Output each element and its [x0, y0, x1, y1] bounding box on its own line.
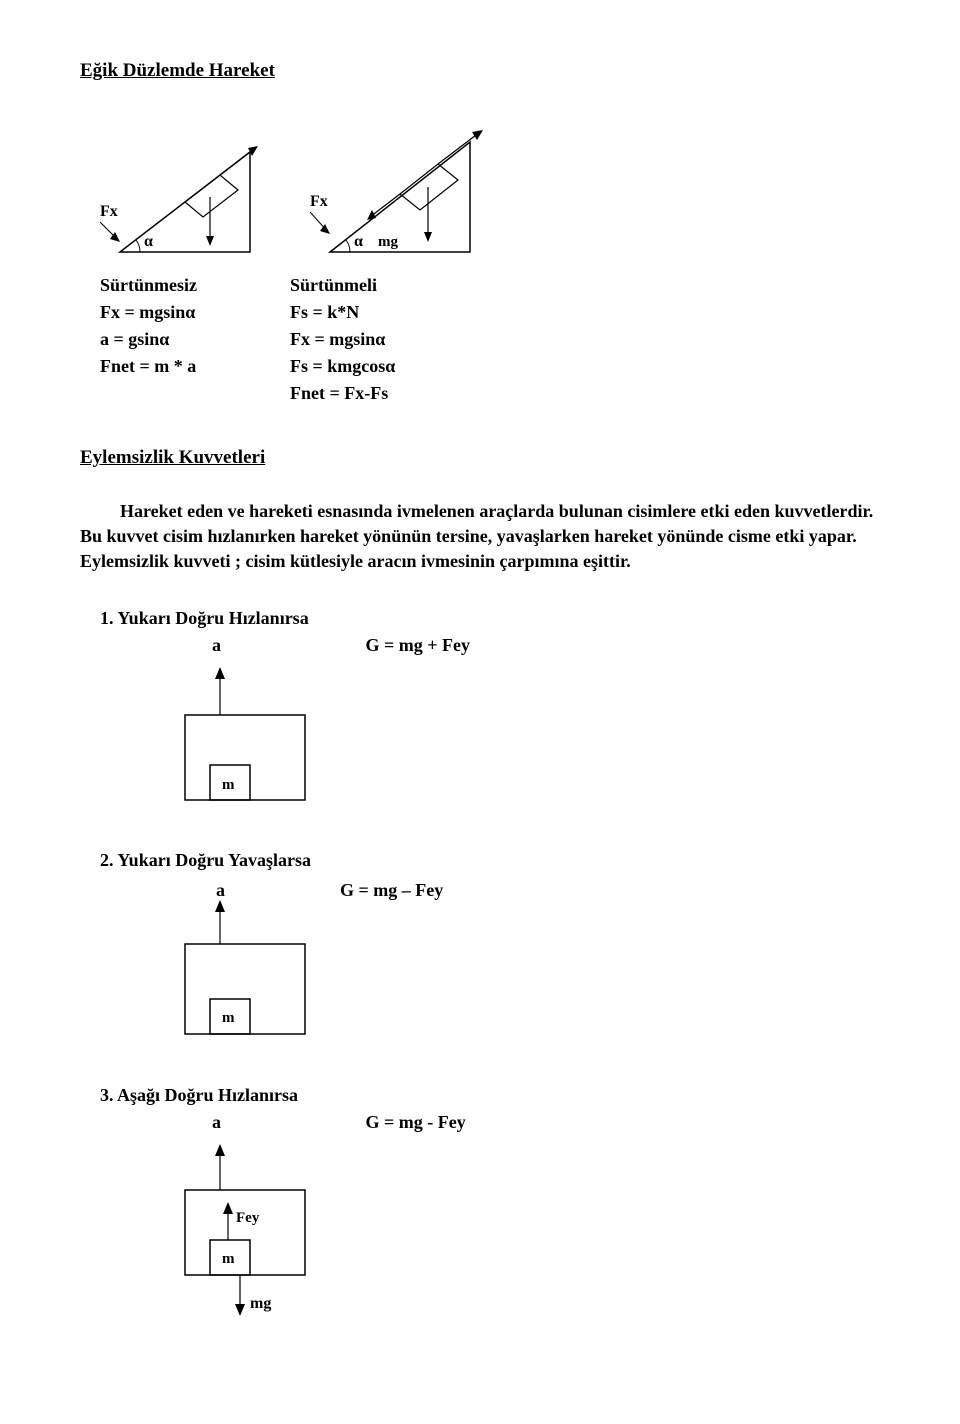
item-3-eq: G = mg - Fey — [366, 1109, 466, 1136]
fx-label-2: Fx — [310, 193, 328, 210]
mg-label: mg — [378, 234, 398, 250]
eq-right-1: Fs = k*N — [290, 299, 550, 326]
item-2-heading: 2. Yukarı Doğru Yavaşlarsa — [100, 847, 880, 874]
eq-right-4: Fnet = Fx-Fs — [290, 380, 550, 407]
eq-right-title: Sürtünmeli — [290, 272, 550, 299]
eq-left-3: Fnet = m * a — [100, 353, 290, 380]
fx-label: Fx — [100, 203, 118, 220]
equations-frictionless: Sürtünmesiz Fx = mgsinα a = gsinα Fnet =… — [100, 272, 290, 407]
inertia-paragraph: Hareket eden ve hareketi esnasında ivmel… — [80, 499, 880, 575]
mass-label-3: m — [222, 1251, 235, 1267]
mass-label-2: m — [222, 1010, 235, 1026]
elevator-diagram-3: Fey m mg — [180, 1144, 340, 1324]
alpha-label-2: α — [354, 233, 363, 250]
eq-left-title: Sürtünmesiz — [100, 272, 290, 299]
item-2-a: a — [216, 882, 225, 900]
mass-label-1: m — [222, 777, 235, 793]
section-title-inertia: Eylemsizlik Kuvvetleri — [80, 447, 880, 469]
equations-row: Sürtünmesiz Fx = mgsinα a = gsinα Fnet =… — [100, 272, 880, 407]
eq-left-1: Fx = mgsinα — [100, 299, 290, 326]
fey-label: Fey — [236, 1210, 260, 1226]
item-1-eq: G = mg + Fey — [366, 632, 471, 659]
item-3-label: 3. Aşağı Doğru Hızlanırsa — [100, 1085, 298, 1105]
item-2-eq: G = mg – Fey — [340, 882, 443, 900]
mg-label-3: mg — [250, 1295, 271, 1312]
elevator-diagram-2: a G = mg – Fey m — [180, 882, 540, 1042]
incline-frictionless-diagram: Fx α — [100, 112, 270, 262]
alpha-label: α — [144, 233, 153, 250]
eq-left-2: a = gsinα — [100, 326, 290, 353]
equations-friction: Sürtünmeli Fs = k*N Fx = mgsinα Fs = kmg… — [290, 272, 550, 407]
incline-diagrams: Fx α Fx α mg — [100, 112, 880, 262]
elevator-diagram-1: m — [180, 667, 320, 807]
incline-friction-diagram: Fx α mg — [310, 112, 510, 262]
item-1-a: a — [212, 635, 221, 655]
item-3-a: a — [212, 1112, 221, 1132]
item-1-heading: 1. Yukarı Doğru Hızlanırsa a G = mg + Fe… — [100, 605, 880, 659]
item-2-label: 2. Yukarı Doğru Yavaşlarsa — [100, 850, 311, 870]
eq-right-2: Fx = mgsinα — [290, 326, 550, 353]
eq-right-3: Fs = kmgcosα — [290, 353, 550, 380]
item-1-label: 1. Yukarı Doğru Hızlanırsa — [100, 608, 309, 628]
item-3-heading: 3. Aşağı Doğru Hızlanırsa a G = mg - Fey — [100, 1082, 880, 1136]
section-title-inclined: Eğik Düzlemde Hareket — [80, 60, 880, 82]
